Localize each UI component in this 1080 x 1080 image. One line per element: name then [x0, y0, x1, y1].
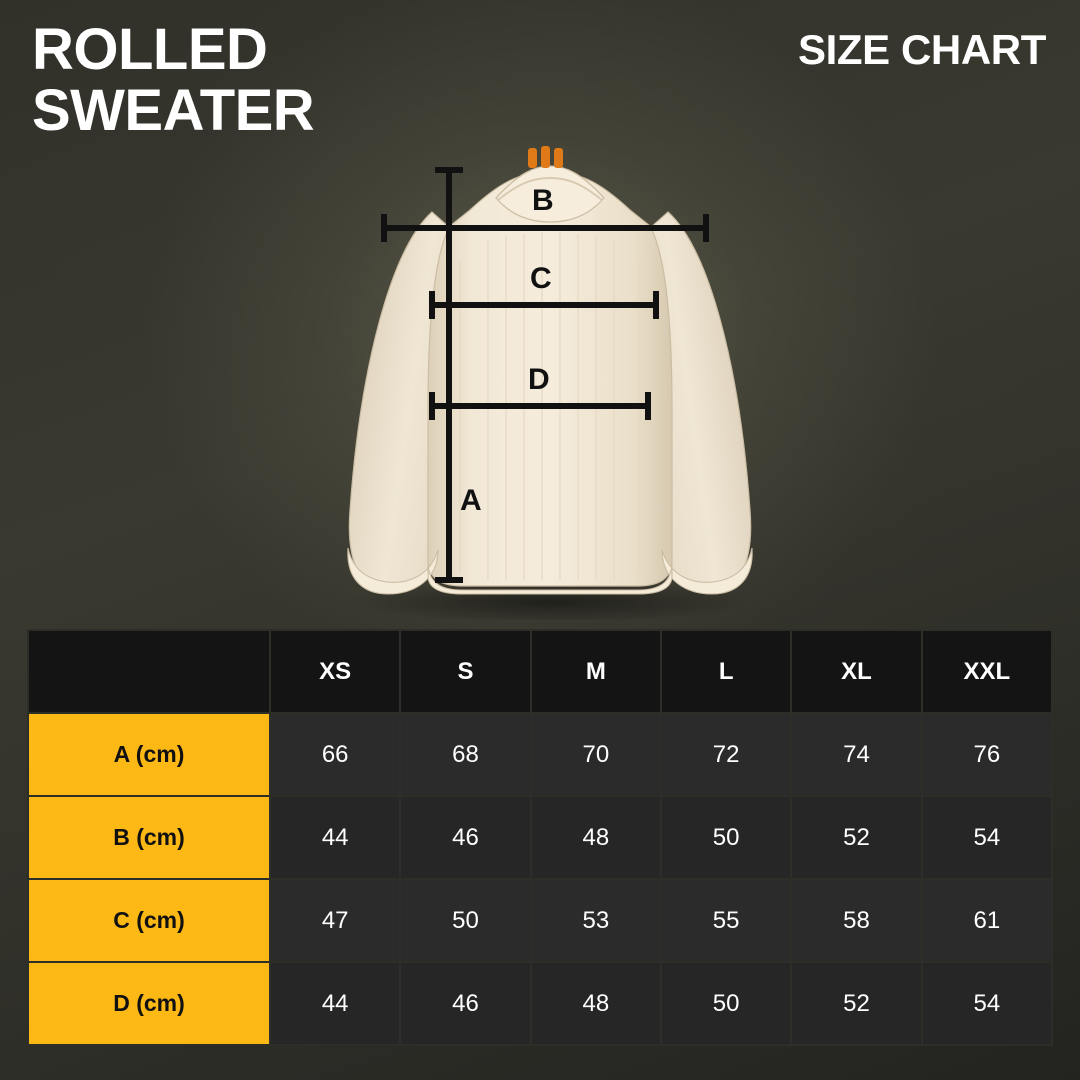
cell-d-l: 50	[659, 961, 793, 1046]
cell-a-xl: 74	[790, 712, 923, 797]
row-label-c: C (cm)	[27, 878, 271, 963]
table-row: D (cm) 44 46 48 50 52 54	[27, 961, 1054, 1046]
cell-b-m: 48	[529, 795, 662, 880]
size-chart-table: XS S M L XL XXL A (cm) 66 68 70 72 74 76…	[27, 629, 1054, 1046]
measure-label-c: C	[530, 262, 552, 295]
cell-d-xxl: 54	[920, 961, 1054, 1046]
cell-c-m: 53	[529, 878, 662, 963]
cell-d-xl: 52	[790, 961, 923, 1046]
cell-c-xxl: 61	[920, 878, 1054, 963]
cell-c-l: 55	[659, 878, 793, 963]
table-header-row: XS S M L XL XXL	[27, 629, 1054, 714]
column-header-l: L	[659, 629, 793, 714]
column-header-xxl: XXL	[920, 629, 1054, 714]
cell-b-xxl: 54	[920, 795, 1054, 880]
table-row: B (cm) 44 46 48 50 52 54	[27, 795, 1054, 880]
measure-label-d: D	[528, 363, 550, 396]
cell-d-m: 48	[529, 961, 662, 1046]
row-label-a: A (cm)	[27, 712, 271, 797]
table-row: C (cm) 47 50 53 55 58 61	[27, 878, 1054, 963]
table-row: A (cm) 66 68 70 72 74 76	[27, 712, 1054, 797]
column-header-xs: XS	[268, 629, 402, 714]
measure-label-a: A	[460, 484, 482, 517]
cell-d-xs: 44	[268, 961, 402, 1046]
cell-b-s: 46	[399, 795, 532, 880]
row-label-b: B (cm)	[27, 795, 271, 880]
table-corner-cell	[27, 629, 271, 714]
cell-b-xs: 44	[268, 795, 402, 880]
measure-label-b: B	[532, 184, 554, 217]
column-header-m: M	[529, 629, 662, 714]
row-label-d: D (cm)	[27, 961, 271, 1046]
cell-b-xl: 52	[790, 795, 923, 880]
cell-a-l: 72	[659, 712, 793, 797]
cell-c-xs: 47	[268, 878, 402, 963]
cell-a-s: 68	[399, 712, 532, 797]
cell-a-xxl: 76	[920, 712, 1054, 797]
cell-b-l: 50	[659, 795, 793, 880]
cell-a-m: 70	[529, 712, 662, 797]
brand-tag-icon	[528, 146, 563, 168]
cell-a-xs: 66	[268, 712, 402, 797]
page-title: ROLLED SWEATER	[32, 17, 315, 143]
cell-c-s: 50	[399, 878, 532, 963]
column-header-s: S	[399, 629, 532, 714]
cell-c-xl: 58	[790, 878, 923, 963]
column-header-xl: XL	[790, 629, 923, 714]
size-chart-heading: SIZE CHART	[797, 26, 1046, 73]
cell-d-s: 46	[399, 961, 532, 1046]
